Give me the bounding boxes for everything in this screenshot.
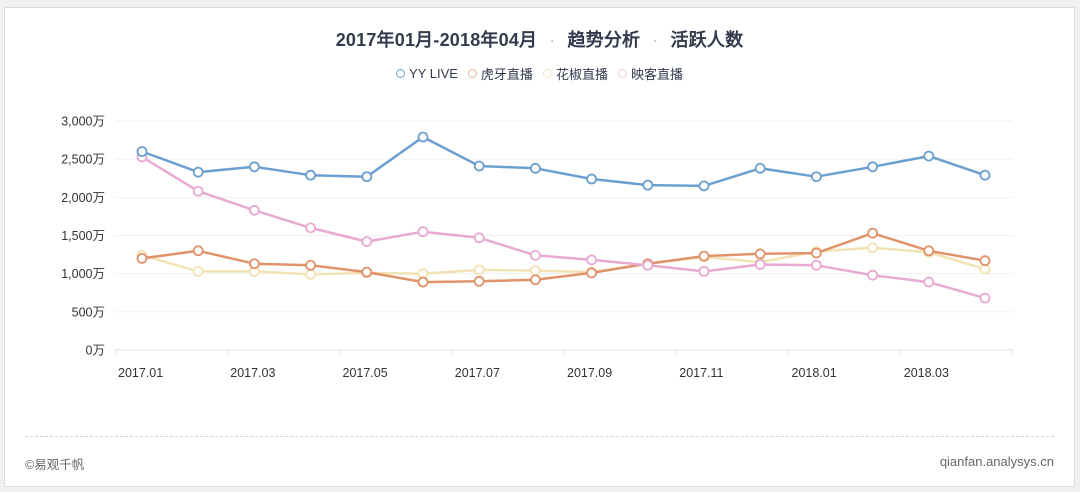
footer-divider (25, 436, 1054, 437)
legend-item-huajiao[interactable]: 花椒直播 (542, 64, 608, 83)
series-line (141, 231, 986, 284)
y-tick-label: 1,500万 (61, 229, 105, 243)
data-point-marker[interactable] (473, 232, 485, 244)
data-point-marker[interactable] (754, 259, 766, 270)
x-tick-label: 2017.09 (567, 366, 612, 380)
data-point-marker[interactable] (867, 242, 878, 254)
data-point-marker[interactable] (361, 266, 373, 278)
legend-item-huya[interactable]: 虎牙直播 (467, 64, 533, 83)
data-point-marker[interactable] (642, 179, 654, 191)
data-point-marker[interactable] (586, 173, 597, 185)
data-point-marker[interactable] (754, 248, 766, 260)
data-point-marker[interactable] (530, 249, 541, 261)
data-point-marker[interactable] (417, 131, 429, 143)
data-point-marker[interactable] (979, 255, 991, 267)
legend-label: YY LIVE (409, 66, 458, 81)
y-tick-label: 2,000万 (61, 191, 105, 205)
data-point-marker[interactable] (417, 276, 429, 288)
data-point-marker[interactable] (530, 274, 541, 286)
data-point-marker[interactable] (248, 204, 260, 216)
data-point-marker[interactable] (811, 247, 822, 259)
data-point-marker[interactable] (867, 161, 878, 173)
title-period: 2017年01月-2018年04月 (335, 30, 538, 50)
data-point-marker[interactable] (192, 265, 204, 277)
x-tick-label: 2017.11 (679, 366, 723, 380)
data-point-marker[interactable] (923, 245, 935, 257)
data-point-marker[interactable] (923, 276, 935, 288)
data-point-marker[interactable] (473, 275, 485, 287)
data-point-marker[interactable] (586, 254, 597, 266)
data-point-marker[interactable] (923, 150, 935, 162)
data-point-marker[interactable] (698, 180, 710, 192)
x-tick-label: 2017.07 (455, 366, 500, 380)
data-point-marker[interactable] (867, 227, 878, 239)
series-line (141, 246, 986, 276)
y-tick-label: 500万 (72, 305, 105, 319)
data-point-marker[interactable] (305, 259, 317, 271)
x-tick-label: 2018.03 (904, 366, 949, 380)
data-point-marker[interactable] (811, 171, 822, 183)
series-line (141, 155, 986, 300)
data-point-marker[interactable] (248, 161, 260, 173)
data-point-marker[interactable] (136, 146, 148, 157)
data-point-marker[interactable] (979, 292, 991, 304)
y-tick-label: 0万 (86, 344, 105, 358)
legend-label: 映客直播 (630, 67, 683, 82)
y-tick-label: 2,500万 (61, 153, 105, 167)
legend-circle-icon (542, 69, 552, 78)
legend-circle-icon (617, 69, 627, 78)
data-point-marker[interactable] (248, 258, 260, 270)
data-point-marker[interactable] (473, 264, 485, 276)
data-point-marker[interactable] (586, 267, 597, 279)
legend-item-inke[interactable]: 映客直播 (617, 64, 683, 83)
x-tick-label: 2017.01 (118, 366, 163, 380)
chart-legend: YY LIVE 虎牙直播 花椒直播 映客直播 (5, 64, 1074, 83)
series-line (141, 135, 986, 188)
chart-title: 2017年01月-2018年04月 · 趋势分析 · 活跃人数 (5, 26, 1074, 52)
data-point-marker[interactable] (642, 259, 654, 271)
data-point-marker[interactable] (754, 162, 766, 174)
data-point-marker[interactable] (305, 269, 317, 280)
data-point-marker[interactable] (473, 160, 485, 172)
x-tick-label: 2017.05 (343, 366, 388, 380)
legend-label: 花椒直播 (555, 67, 608, 82)
x-tick-label: 2018.01 (792, 366, 837, 380)
data-point-marker[interactable] (361, 171, 373, 183)
data-point-marker[interactable] (192, 166, 204, 178)
data-point-marker[interactable] (192, 245, 204, 257)
legend-circle-icon (396, 69, 406, 78)
data-point-marker[interactable] (136, 252, 148, 264)
data-point-marker[interactable] (305, 169, 317, 181)
y-tick-label: 1,000万 (61, 267, 105, 281)
data-point-marker[interactable] (867, 269, 878, 281)
title-separator: · (652, 30, 659, 50)
title-analysis: 趋势分析 (567, 30, 641, 50)
data-point-marker[interactable] (979, 169, 991, 181)
data-point-marker[interactable] (417, 226, 429, 238)
data-point-marker[interactable] (192, 185, 204, 197)
data-point-marker[interactable] (698, 250, 710, 262)
legend-label: 虎牙直播 (480, 67, 533, 82)
title-separator: · (549, 30, 556, 50)
legend-item-yy-live[interactable]: YY LIVE (396, 64, 458, 83)
y-tick-label: 3,000万 (61, 115, 105, 129)
source-link[interactable]: qianfan.analysys.cn (939, 454, 1054, 469)
x-tick-label: 2017.03 (230, 366, 275, 380)
data-point-marker[interactable] (530, 265, 541, 277)
title-metric: 活跃人数 (670, 30, 744, 50)
data-point-marker[interactable] (811, 259, 822, 271)
chart-card: 2017年01月-2018年04月 · 趋势分析 · 活跃人数 YY LIVE 虎牙直播… (4, 7, 1075, 487)
copyright-text: ©易观千帆 (25, 458, 85, 472)
data-point-marker[interactable] (361, 236, 373, 248)
data-point-marker[interactable] (530, 162, 541, 174)
data-point-marker[interactable] (305, 222, 317, 234)
legend-circle-icon (467, 69, 477, 78)
data-point-marker[interactable] (698, 265, 710, 277)
